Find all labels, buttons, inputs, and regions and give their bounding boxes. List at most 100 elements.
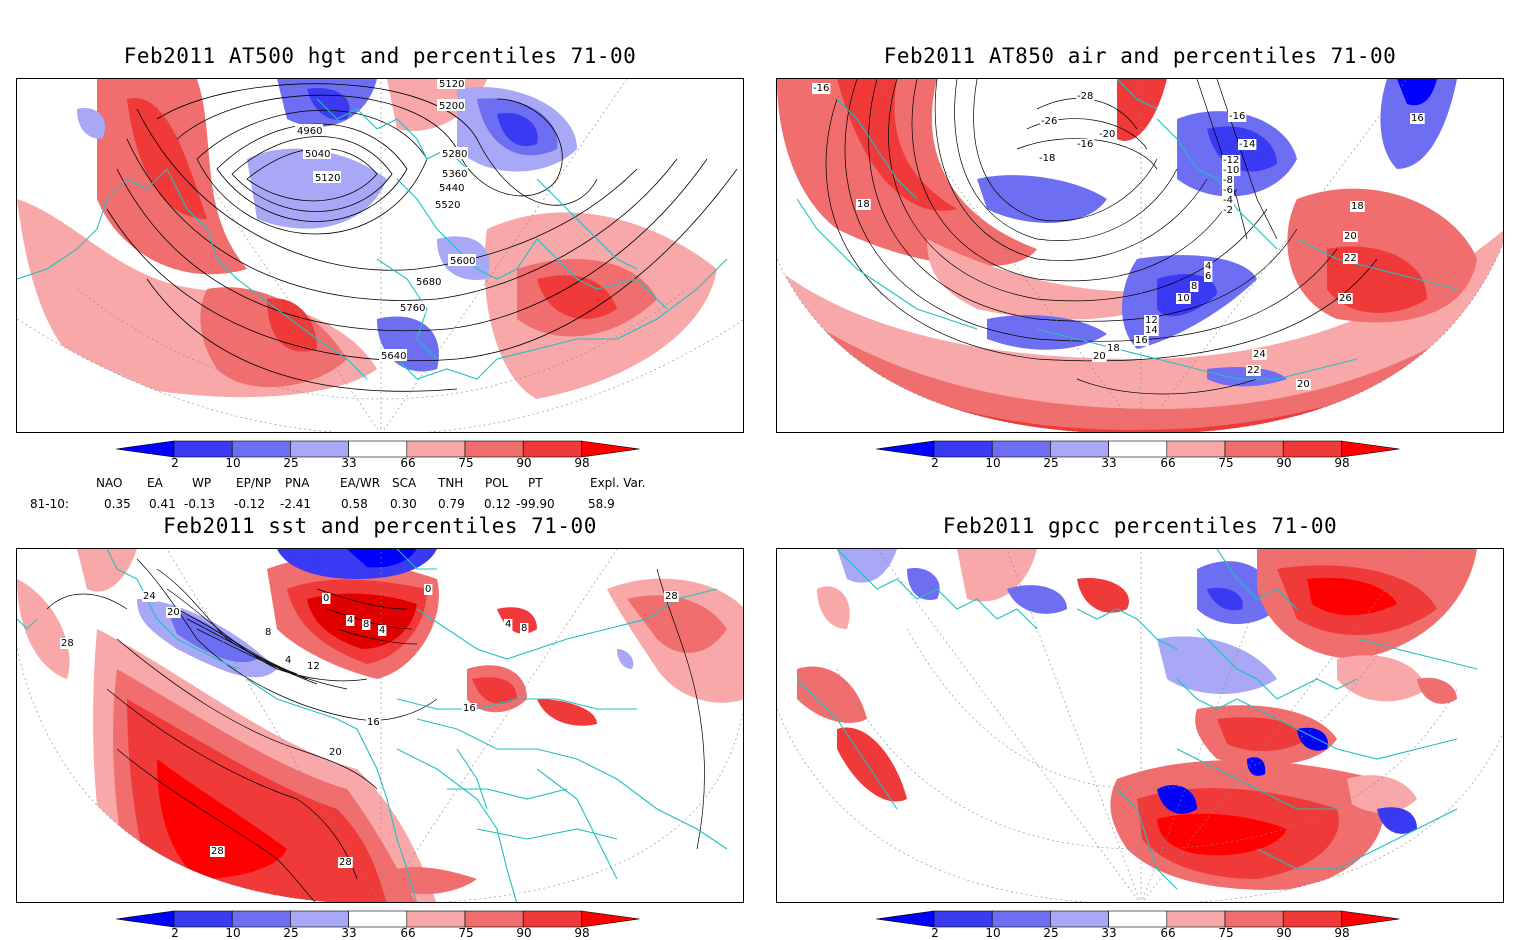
contour-label: 18: [1107, 343, 1120, 354]
contour-label: 5360: [442, 169, 467, 180]
contour-label: 5760: [400, 303, 425, 314]
contour-label: 28: [211, 846, 224, 857]
contour-label-bg: [1144, 315, 1159, 326]
panel2-title: Feb2011 AT850 air and percentiles 71-00: [883, 44, 1397, 68]
colorbar-segments: [876, 440, 1400, 458]
colorbar-box: [464, 910, 524, 928]
contour-label-bg: [328, 747, 343, 758]
contour-label: 5640: [381, 351, 406, 362]
contour-label: 4: [347, 615, 353, 626]
colorbar-label: 98: [574, 456, 590, 470]
colorbar-label: 10: [985, 926, 1001, 940]
panel3-title: Feb2011 sst and percentiles 71-00: [163, 514, 597, 538]
colorbar-box: [173, 440, 233, 458]
colorbar-label: 2: [931, 456, 939, 470]
contour-label: 26: [1339, 293, 1352, 304]
contour-label-bg: [1350, 201, 1365, 212]
contour-label: 4960: [297, 126, 322, 137]
contour-label-bg: [306, 661, 321, 672]
tc-value-ea: 0.41: [149, 497, 176, 511]
colorbar-box: [1282, 910, 1342, 928]
contour-label-bg: [1222, 185, 1234, 196]
tc-value-epnp: -0.12: [234, 497, 266, 511]
contour-label-bg: [1092, 351, 1107, 362]
contour-label-bg: [362, 619, 371, 630]
contour-label: 16: [1135, 335, 1148, 346]
contour-label-bg: [1222, 205, 1234, 216]
colorbar-label: 33: [1101, 926, 1117, 940]
map-hgt500-svg: 5120 5200 4960 5040 5120 5280 5360 5440 …: [17, 79, 743, 432]
contour-label: -2: [1223, 205, 1233, 216]
contour-label: 8: [363, 619, 369, 630]
tc-header: NAO: [96, 476, 123, 490]
colorbar-label: 10: [225, 456, 241, 470]
colorbar-label: 10: [985, 456, 1001, 470]
colorbar-box: [406, 910, 466, 928]
colorbar-label: 33: [341, 456, 357, 470]
colorbar-box: [173, 910, 233, 928]
colorbar-label: 90: [516, 926, 532, 940]
contour-label-bg: [378, 625, 387, 636]
panel1-title: Feb2011 AT500 hgt and percentiles 71-00: [123, 44, 637, 68]
colorbar-segments: [876, 910, 1400, 928]
colorbar-box: [290, 910, 349, 928]
colorbar-label: 75: [458, 926, 474, 940]
contour-label-bg: [322, 593, 331, 604]
contour-label: 4: [1205, 261, 1211, 272]
tc-value-tnh: 0.79: [438, 497, 465, 511]
tc-header: EA/WR: [340, 476, 381, 490]
colorbar-label: 25: [283, 456, 299, 470]
air850-contour-labels: -16 18 -28 -26 -20 -16 -18 -14 -12 -10 -…: [812, 83, 1425, 390]
contour-label: 10: [1177, 293, 1190, 304]
contour-label: -20: [1099, 129, 1115, 140]
colorbar-arrow-low: [876, 440, 935, 458]
colorbar-box: [1224, 440, 1284, 458]
colorbar-arrow-low: [116, 440, 175, 458]
contour-label: 5600: [450, 256, 475, 267]
contour-label-bg: [338, 857, 353, 868]
contour-label-bg: [424, 584, 433, 595]
colorbar-arrow-high: [1341, 440, 1400, 458]
contour-label: -26: [1041, 116, 1057, 127]
contour-label: 6: [1205, 271, 1211, 282]
contour-label-bg: [284, 655, 293, 666]
colorbar-label: 2: [171, 456, 179, 470]
contour-label: 22: [1247, 365, 1260, 376]
contour-label: 28: [61, 638, 74, 649]
contour-label-bg: [1296, 379, 1311, 390]
colorbar-box: [290, 440, 349, 458]
colorbar-box: [933, 440, 993, 458]
contour-label: 20: [1093, 351, 1106, 362]
colorbar-label: 25: [1043, 926, 1059, 940]
colorbar-label: 66: [1160, 926, 1176, 940]
colorbar-box: [231, 910, 291, 928]
contour-label-bg: [1098, 129, 1117, 140]
tc-header: SCA: [392, 476, 417, 490]
contour-label: -4: [1223, 195, 1233, 206]
contour-label: -14: [1239, 139, 1255, 150]
contour-label-bg: [1343, 231, 1358, 242]
contour-label: 8: [265, 627, 271, 638]
colorbar-gpcc: [876, 910, 1400, 928]
contour-label: 5120: [439, 79, 464, 90]
contour-label: 12: [1145, 315, 1158, 326]
colorbar-label: 75: [1218, 926, 1234, 940]
colorbar-box: [1166, 440, 1226, 458]
tc-value-pna: -2.41: [280, 497, 312, 511]
contour-label: 8: [521, 623, 527, 634]
colorbar-box: [991, 440, 1051, 458]
tc-value-nao: 0.35: [104, 497, 131, 511]
contour-label-bg: [1204, 261, 1213, 272]
colorbar-segments: [116, 440, 640, 458]
colorbar-box: [1282, 440, 1342, 458]
contour-label-bg: [1134, 335, 1149, 346]
tc-header: EP/NP: [236, 476, 272, 490]
colorbar-arrow-high: [581, 440, 640, 458]
contour-label-bg: [142, 591, 157, 602]
colorbar-box: [1108, 440, 1168, 458]
tc-row-label: 81-10:: [30, 497, 69, 511]
colorbar-label: 98: [574, 926, 590, 940]
colorbar-box: [231, 440, 291, 458]
contour-label: 5280: [442, 149, 467, 160]
contour-label: 16: [1411, 113, 1424, 124]
